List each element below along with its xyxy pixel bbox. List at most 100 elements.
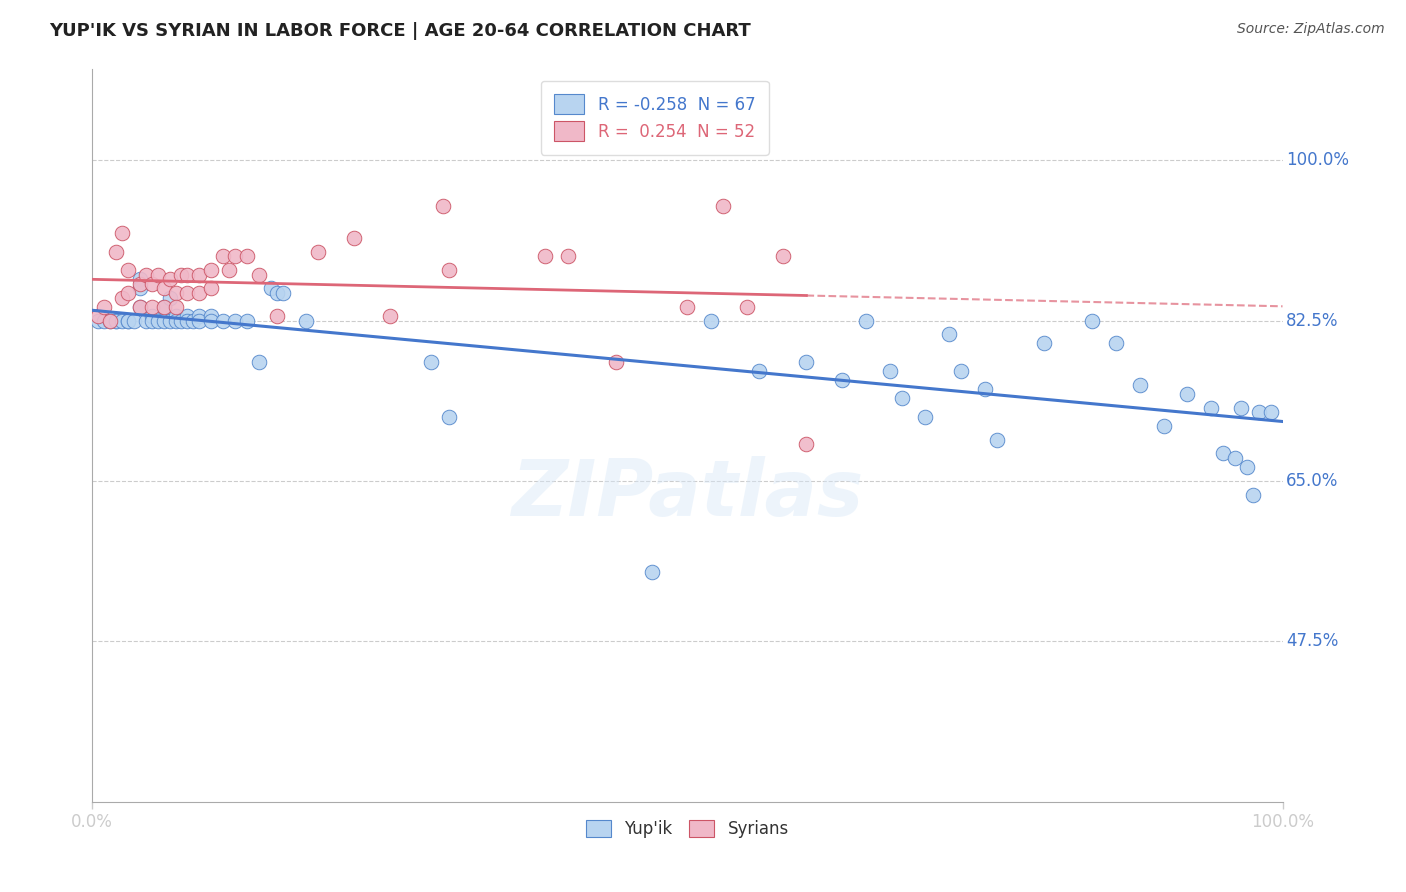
Point: [247, 268, 270, 282]
Point: [117, 313, 139, 327]
Point: [1105, 336, 1128, 351]
Point: [224, 249, 246, 263]
Point: [98, 313, 121, 327]
Point: [986, 433, 1008, 447]
Point: [439, 409, 461, 424]
Point: [1212, 446, 1234, 460]
Text: 82.5%: 82.5%: [1286, 311, 1339, 329]
Point: [128, 277, 150, 291]
Point: [111, 313, 134, 327]
Point: [748, 364, 770, 378]
Point: [146, 268, 169, 282]
Point: [1153, 418, 1175, 433]
Point: [247, 355, 270, 369]
Point: [260, 281, 283, 295]
Point: [176, 268, 198, 282]
Point: [796, 355, 818, 369]
Point: [1175, 386, 1198, 401]
Point: [104, 313, 127, 327]
Point: [266, 309, 288, 323]
Point: [218, 263, 240, 277]
Point: [343, 231, 366, 245]
Point: [796, 437, 818, 451]
Text: 100.0%: 100.0%: [1286, 151, 1350, 169]
Point: [188, 285, 211, 300]
Point: [271, 285, 294, 300]
Point: [170, 313, 193, 327]
Point: [236, 313, 259, 327]
Point: [890, 392, 912, 406]
Point: [104, 244, 127, 259]
Point: [200, 313, 222, 327]
Point: [711, 199, 734, 213]
Point: [1223, 450, 1246, 465]
Point: [1247, 405, 1270, 419]
Point: [146, 313, 169, 327]
Point: [159, 313, 181, 327]
Point: [152, 300, 174, 314]
Point: [533, 249, 555, 263]
Text: Source: ZipAtlas.com: Source: ZipAtlas.com: [1237, 22, 1385, 37]
Text: YUP'IK VS SYRIAN IN LABOR FORCE | AGE 20-64 CORRELATION CHART: YUP'IK VS SYRIAN IN LABOR FORCE | AGE 20…: [49, 22, 751, 40]
Point: [183, 313, 205, 327]
Point: [224, 313, 246, 327]
Point: [1230, 401, 1253, 415]
Point: [605, 355, 627, 369]
Point: [176, 309, 198, 323]
Point: [236, 249, 259, 263]
Point: [772, 249, 794, 263]
Point: [420, 355, 443, 369]
Point: [1236, 460, 1258, 475]
Point: [141, 300, 163, 314]
Point: [557, 249, 579, 263]
Point: [128, 272, 150, 286]
Point: [87, 313, 110, 327]
Point: [165, 300, 187, 314]
Point: [1260, 405, 1282, 419]
Point: [87, 309, 110, 323]
Point: [141, 313, 163, 327]
Point: [117, 285, 139, 300]
Point: [165, 313, 187, 327]
Point: [159, 291, 181, 305]
Point: [1081, 313, 1104, 327]
Text: 65.0%: 65.0%: [1286, 472, 1339, 490]
Point: [974, 382, 997, 396]
Point: [200, 309, 222, 323]
Point: [735, 300, 758, 314]
Point: [831, 373, 853, 387]
Point: [159, 272, 181, 286]
Point: [432, 199, 454, 213]
Point: [212, 249, 235, 263]
Point: [1241, 487, 1264, 501]
Point: [93, 300, 115, 314]
Point: [128, 300, 150, 314]
Point: [117, 313, 139, 327]
Point: [135, 268, 157, 282]
Point: [1033, 336, 1056, 351]
Point: [439, 263, 461, 277]
Point: [950, 364, 973, 378]
Point: [266, 285, 288, 300]
Point: [176, 285, 198, 300]
Point: [141, 309, 163, 323]
Point: [640, 566, 662, 580]
Text: 47.5%: 47.5%: [1286, 632, 1339, 650]
Point: [188, 309, 211, 323]
Point: [200, 281, 222, 295]
Point: [104, 313, 127, 327]
Point: [170, 268, 193, 282]
Point: [135, 313, 157, 327]
Point: [200, 263, 222, 277]
Point: [378, 309, 401, 323]
Point: [188, 313, 211, 327]
Point: [122, 313, 145, 327]
Point: [117, 263, 139, 277]
Point: [111, 291, 134, 305]
Point: [111, 227, 134, 241]
Point: [165, 309, 187, 323]
Legend: Yup'ik, Syrians: Yup'ik, Syrians: [579, 813, 796, 845]
Point: [212, 313, 235, 327]
Point: [1199, 401, 1222, 415]
Point: [93, 313, 115, 327]
